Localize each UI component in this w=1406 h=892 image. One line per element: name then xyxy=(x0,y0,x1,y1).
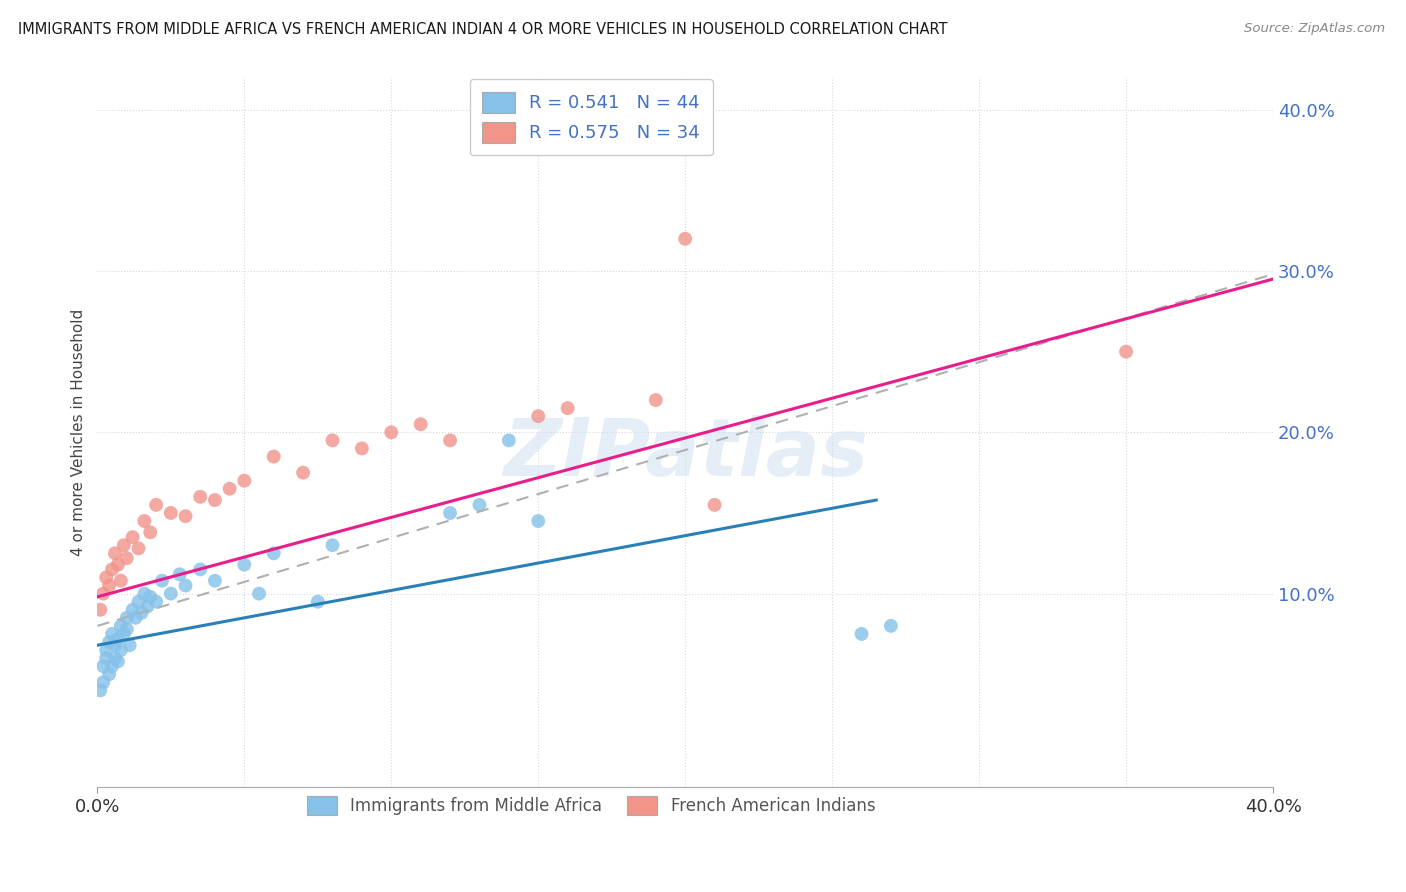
Text: ZIPatlas: ZIPatlas xyxy=(503,415,868,492)
Point xyxy=(188,562,211,576)
Point xyxy=(1115,344,1137,359)
Point xyxy=(96,643,118,657)
Point xyxy=(91,659,114,673)
Point xyxy=(115,622,138,636)
Point xyxy=(307,595,329,609)
Point xyxy=(160,586,183,600)
Y-axis label: 4 or more Vehicles in Household: 4 or more Vehicles in Household xyxy=(72,309,86,556)
Point xyxy=(880,619,903,633)
Point xyxy=(115,611,138,625)
Point xyxy=(110,574,132,588)
Point xyxy=(292,466,315,480)
Point xyxy=(169,567,191,582)
Point xyxy=(131,606,153,620)
Point xyxy=(139,525,162,540)
Point xyxy=(98,635,121,649)
Point xyxy=(98,578,121,592)
Point xyxy=(145,595,167,609)
Point xyxy=(98,667,121,681)
Point xyxy=(134,586,156,600)
Point xyxy=(150,574,173,588)
Point xyxy=(104,546,127,560)
Point xyxy=(321,538,343,552)
Point xyxy=(121,603,143,617)
Point xyxy=(110,619,132,633)
Point xyxy=(134,514,156,528)
Point xyxy=(439,506,461,520)
Point xyxy=(263,450,285,464)
Point xyxy=(107,632,129,646)
Point xyxy=(703,498,725,512)
Point xyxy=(527,409,550,424)
Point xyxy=(89,683,111,698)
Point xyxy=(91,675,114,690)
Point xyxy=(124,611,146,625)
Point xyxy=(188,490,211,504)
Point xyxy=(321,434,343,448)
Point xyxy=(101,627,124,641)
Point xyxy=(409,417,432,432)
Point xyxy=(233,558,256,572)
Point xyxy=(136,599,159,614)
Point xyxy=(101,562,124,576)
Point xyxy=(247,586,270,600)
Point xyxy=(644,392,666,407)
Text: IMMIGRANTS FROM MIDDLE AFRICA VS FRENCH AMERICAN INDIAN 4 OR MORE VEHICLES IN HO: IMMIGRANTS FROM MIDDLE AFRICA VS FRENCH … xyxy=(18,22,948,37)
Point xyxy=(204,493,226,508)
Point xyxy=(380,425,402,440)
Point xyxy=(673,232,696,246)
Point xyxy=(174,578,197,592)
Text: Source: ZipAtlas.com: Source: ZipAtlas.com xyxy=(1244,22,1385,36)
Point xyxy=(145,498,167,512)
Point xyxy=(527,514,550,528)
Point xyxy=(139,590,162,604)
Point xyxy=(89,603,111,617)
Point xyxy=(263,546,285,560)
Point xyxy=(118,638,141,652)
Point xyxy=(160,506,183,520)
Point xyxy=(91,586,114,600)
Point xyxy=(468,498,491,512)
Point xyxy=(112,627,135,641)
Point xyxy=(498,434,520,448)
Point xyxy=(121,530,143,544)
Point xyxy=(128,541,150,556)
Point xyxy=(107,654,129,668)
Point xyxy=(96,570,118,584)
Point xyxy=(101,659,124,673)
Point xyxy=(439,434,461,448)
Point xyxy=(174,509,197,524)
Point xyxy=(107,558,129,572)
Point xyxy=(350,442,373,456)
Legend: Immigrants from Middle Africa, French American Indians: Immigrants from Middle Africa, French Am… xyxy=(297,786,886,825)
Point xyxy=(204,574,226,588)
Point xyxy=(104,638,127,652)
Point xyxy=(557,401,579,416)
Point xyxy=(110,643,132,657)
Point xyxy=(218,482,240,496)
Point xyxy=(233,474,256,488)
Point xyxy=(96,651,118,665)
Point xyxy=(851,627,873,641)
Point xyxy=(112,538,135,552)
Point xyxy=(104,651,127,665)
Point xyxy=(128,595,150,609)
Point xyxy=(115,551,138,566)
